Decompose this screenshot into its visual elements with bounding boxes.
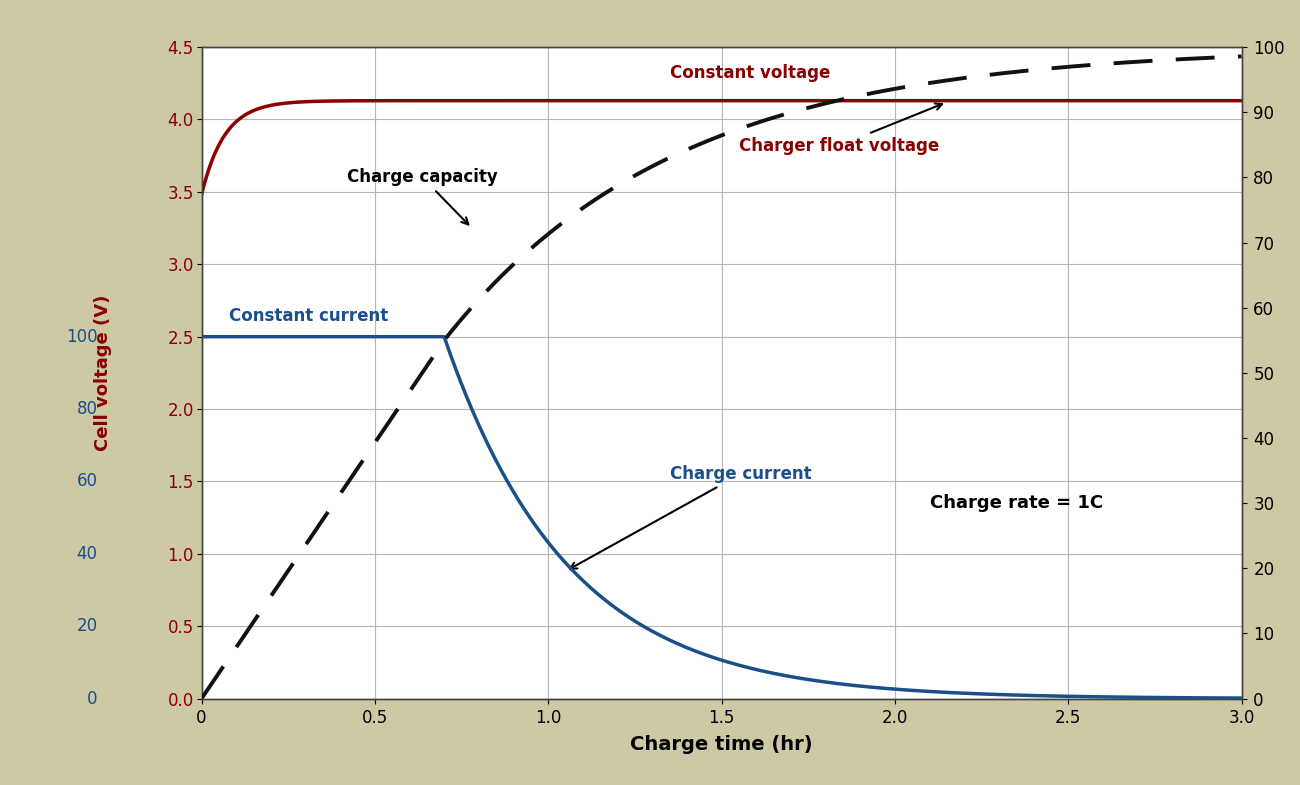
Text: 40: 40	[77, 545, 98, 563]
X-axis label: Charge time (hr): Charge time (hr)	[630, 736, 812, 754]
Text: 20: 20	[77, 617, 98, 635]
Text: 80: 80	[77, 400, 98, 418]
Text: Constant current: Constant current	[229, 307, 389, 325]
Text: 100: 100	[66, 327, 98, 345]
Text: Charge current: Charge current	[569, 466, 811, 569]
Text: Charger float voltage: Charger float voltage	[738, 104, 942, 155]
Text: Constant voltage: Constant voltage	[670, 64, 829, 82]
Text: Charge capacity: Charge capacity	[347, 169, 498, 225]
Text: Charge rate = 1C: Charge rate = 1C	[930, 495, 1102, 512]
Text: 0: 0	[87, 690, 98, 707]
Text: 60: 60	[77, 473, 98, 491]
Y-axis label: Cell voltage (V): Cell voltage (V)	[94, 294, 112, 451]
